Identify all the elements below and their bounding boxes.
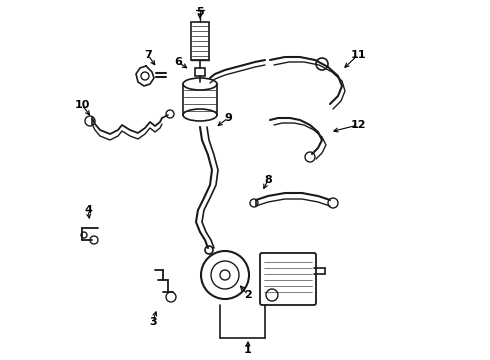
Text: 5: 5 <box>196 7 204 17</box>
Text: 10: 10 <box>74 100 90 110</box>
Text: 6: 6 <box>174 57 182 67</box>
Text: 9: 9 <box>224 113 232 123</box>
Text: 4: 4 <box>84 205 92 215</box>
Text: 7: 7 <box>144 50 152 60</box>
Text: 1: 1 <box>244 345 252 355</box>
Text: 3: 3 <box>149 317 157 327</box>
Text: 8: 8 <box>264 175 272 185</box>
Text: 12: 12 <box>350 120 366 130</box>
Text: 2: 2 <box>244 290 252 300</box>
Text: 11: 11 <box>350 50 366 60</box>
